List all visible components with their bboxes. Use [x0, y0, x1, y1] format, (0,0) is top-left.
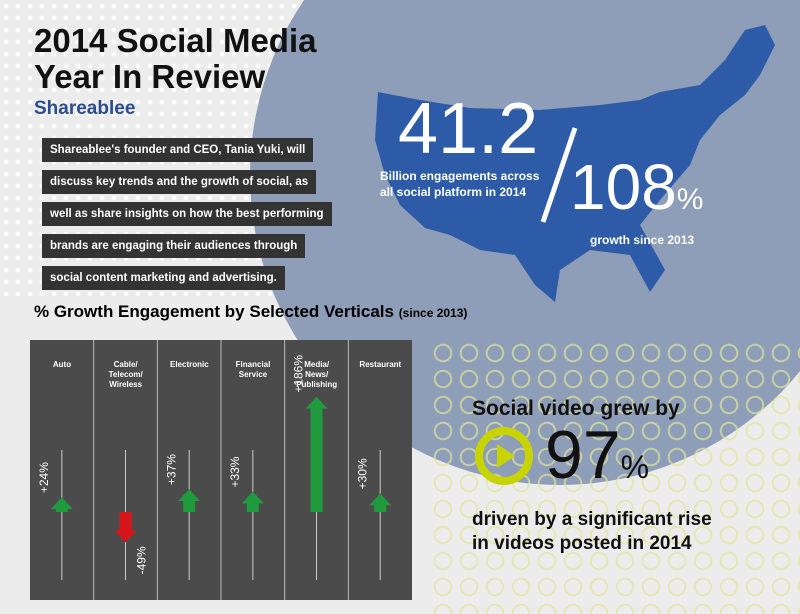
arrow — [178, 489, 201, 512]
arrow — [241, 491, 264, 512]
category-label: Financial Service — [235, 360, 271, 379]
category-label: Cable/ Telecom/ Wireless — [108, 360, 143, 389]
video-unit: % — [620, 449, 650, 485]
intro-line: social content marketing and advertising… — [42, 266, 285, 290]
intro-line: brands are engaging their audiences thro… — [42, 234, 306, 258]
value-label: -49% — [135, 546, 149, 574]
arrow — [305, 396, 328, 512]
stat-text: growth since 2013 — [590, 233, 695, 247]
arrow — [114, 512, 137, 543]
video-number: 97 — [545, 417, 621, 493]
stat-number: 41.2 — [398, 89, 539, 169]
video-text: driven by a significant rise in videos p… — [472, 509, 712, 554]
chart-title: % Growth Engagement by Selected Vertical… — [34, 302, 394, 321]
category-label: Media/ News/ Publishing — [296, 360, 338, 389]
category-label: Electronic — [169, 360, 209, 369]
value-label: +24% — [37, 462, 51, 493]
stat-number: 108 — [570, 151, 677, 223]
category-label: Auto — [52, 360, 72, 369]
play-icon — [475, 427, 533, 485]
value-label: +37% — [164, 454, 178, 485]
logo: Shareablee — [34, 98, 136, 119]
video-lead: Social video grew by — [472, 397, 680, 420]
arrow — [50, 497, 73, 512]
intro-line: Shareablee's founder and CEO, Tania Yuki… — [42, 138, 314, 162]
slash — [540, 127, 578, 223]
value-label: +30% — [355, 458, 369, 489]
arrow — [369, 493, 392, 512]
category-label: Restaurant — [359, 360, 402, 369]
chart: +24% -49% +37% +33% +186% +30% — [37, 340, 392, 600]
title: Year In Review — [34, 58, 266, 95]
stat: 108% — [570, 150, 703, 224]
stat-text: Billion engagements across all social pl… — [380, 169, 540, 199]
chart-panel: +24% -49% +37% +33% +186% +30% Auto Cable/ Tel… — [30, 340, 412, 600]
intro-line: discuss key trends and the growth of soc… — [42, 170, 317, 194]
us-map — [375, 25, 775, 302]
stat-unit: % — [676, 183, 704, 216]
title: 2014 Social Media — [34, 22, 317, 59]
intro-line: well as share insights on how the best p… — [42, 202, 332, 226]
chart-subtitle: (since 2013) — [398, 306, 468, 320]
video-stat: 97% — [545, 416, 649, 494]
value-label: +186% — [292, 355, 306, 393]
chart-heading: % Growth Engagement by Selected Vertical… — [34, 302, 467, 322]
value-label: +33% — [228, 456, 242, 487]
